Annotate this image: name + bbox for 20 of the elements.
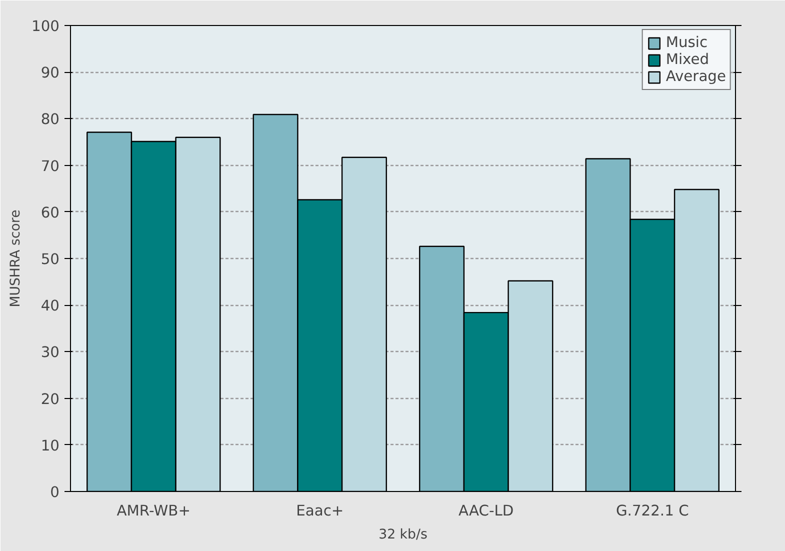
y-tick-label: 40 [40,298,60,315]
y-tick-label: 20 [40,390,60,408]
x-tick-label: AMR-WB+ [116,502,191,520]
y-tick-label: 70 [40,158,60,175]
legend-label: Mixed [666,51,710,68]
y-tick-label: 30 [40,344,60,362]
y-tick-label: 80 [40,111,60,128]
y-tick-label: 100 [32,18,60,35]
y-tick-label: 0 [50,484,60,501]
x-tick-label: AAC-LD [458,502,514,520]
legend-label: Music [666,34,708,51]
y-tick-label: 10 [40,437,60,454]
x-axis-title: 32 kb/s [378,528,428,542]
y-tick-label: 60 [40,204,60,222]
y-tick-label: 90 [40,64,60,82]
legend-label: Average [666,68,726,85]
y-axis-title: MUSHRA score [8,210,24,308]
x-tick-label: G.722.1 C [616,502,689,520]
x-tick-label: Eaac+ [296,502,344,520]
y-tick-label: 50 [40,251,60,268]
